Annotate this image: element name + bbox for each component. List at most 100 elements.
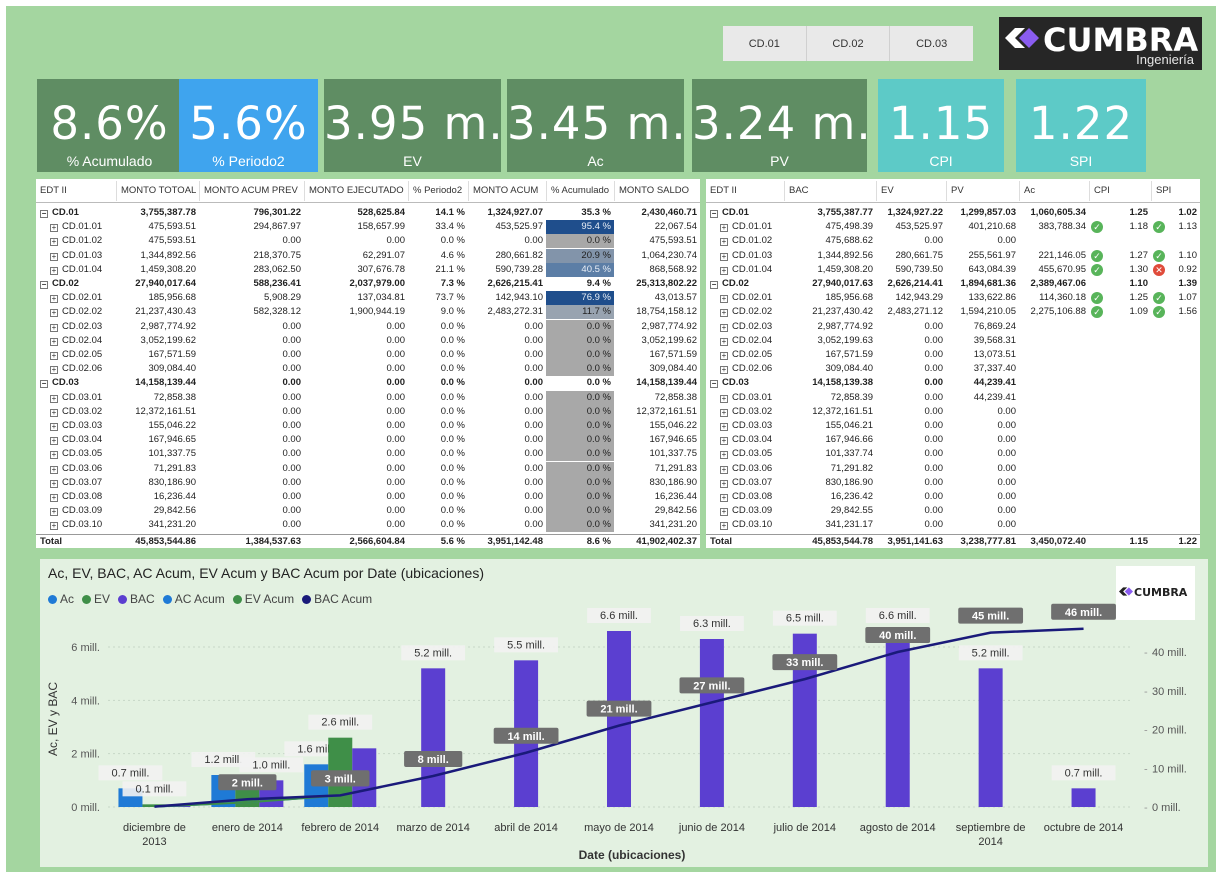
expand-icon[interactable]: + bbox=[720, 521, 728, 531]
expand-icon[interactable]: + bbox=[720, 407, 728, 417]
expand-icon[interactable]: + bbox=[50, 464, 58, 474]
cell-value: 40.5 % bbox=[581, 263, 611, 275]
expand-icon[interactable]: + bbox=[50, 308, 58, 318]
check-circle-icon: ✓ bbox=[1153, 292, 1165, 305]
expand-icon[interactable]: + bbox=[720, 265, 728, 275]
column-header[interactable]: % Periodo2 bbox=[408, 181, 468, 201]
column-header[interactable]: % Acumulado bbox=[546, 181, 614, 201]
expand-icon[interactable]: + bbox=[50, 365, 58, 375]
collapse-icon[interactable]: − bbox=[40, 209, 48, 218]
collapse-icon[interactable]: − bbox=[40, 379, 48, 389]
column-header[interactable]: EDT II bbox=[710, 185, 737, 196]
expand-icon[interactable]: + bbox=[50, 436, 58, 446]
expand-icon[interactable]: + bbox=[50, 521, 58, 531]
expand-icon[interactable]: + bbox=[720, 493, 728, 502]
table-cell: ✓ 1.18 bbox=[1089, 220, 1151, 234]
row-label: CD.02.06 bbox=[62, 363, 103, 375]
table-cell: 0.0 % bbox=[408, 462, 468, 476]
line-label-bg bbox=[493, 727, 559, 744]
column-header[interactable]: EV bbox=[876, 181, 946, 201]
legend-item[interactable]: AC Acum bbox=[162, 592, 225, 606]
table-cell: 14.1 % bbox=[408, 206, 468, 220]
expand-icon[interactable]: + bbox=[720, 450, 728, 460]
expand-icon[interactable]: + bbox=[50, 422, 58, 431]
kpi-card-spi: 1.22 SPI bbox=[1016, 79, 1146, 172]
legend-item[interactable]: EV Acum bbox=[232, 592, 294, 606]
expand-icon[interactable]: + bbox=[50, 393, 58, 403]
column-header[interactable]: MONTO ACUM PREV bbox=[199, 181, 304, 201]
expand-icon[interactable]: + bbox=[50, 493, 58, 502]
expand-icon[interactable]: + bbox=[720, 237, 728, 247]
expand-icon[interactable]: + bbox=[50, 407, 58, 417]
x-tick-label: marzo de 2014 bbox=[396, 822, 469, 834]
collapse-icon[interactable]: − bbox=[40, 280, 48, 289]
column-header[interactable]: BAC bbox=[784, 181, 876, 201]
column-header[interactable]: MONTO EJECUTADO bbox=[304, 181, 408, 201]
column-header[interactable]: PV bbox=[946, 181, 1019, 201]
table-cell: 0.0 % bbox=[408, 334, 468, 348]
table-cell: + CD.02.02 bbox=[36, 305, 116, 319]
column-header[interactable]: MONTO ACUM bbox=[468, 181, 546, 201]
expand-icon[interactable]: + bbox=[50, 507, 58, 517]
expand-icon[interactable]: + bbox=[720, 393, 728, 403]
expand-icon[interactable]: + bbox=[720, 336, 728, 346]
cell-value: 71,291.83 bbox=[654, 462, 697, 474]
expand-icon[interactable]: + bbox=[720, 507, 728, 517]
table-cell bbox=[1089, 348, 1151, 362]
expand-icon[interactable]: + bbox=[720, 294, 728, 304]
column-header[interactable]: EDT II bbox=[40, 185, 67, 196]
table-row: + CD.03.03 155,046.21 0.00 0.00 bbox=[706, 419, 1200, 433]
expand-icon[interactable]: + bbox=[50, 265, 58, 275]
cell-value: 2,430,460.71 bbox=[641, 207, 697, 218]
expand-icon[interactable]: + bbox=[720, 464, 728, 474]
expand-icon[interactable]: + bbox=[50, 251, 58, 261]
cell-value: 1,060,605.34 bbox=[1030, 207, 1086, 218]
expand-icon[interactable]: + bbox=[720, 422, 728, 431]
expand-icon[interactable]: + bbox=[720, 436, 728, 446]
expand-icon[interactable]: + bbox=[50, 478, 58, 488]
table-cell: 0.00 bbox=[468, 419, 546, 433]
table-cell: 0.00 bbox=[199, 419, 304, 433]
cell-value: 0.00 bbox=[924, 235, 944, 247]
expand-icon[interactable]: + bbox=[50, 237, 58, 247]
line-label-bg bbox=[218, 774, 277, 791]
column-header[interactable]: MONTO TOTOAL bbox=[116, 181, 199, 201]
expand-icon[interactable]: + bbox=[50, 336, 58, 346]
table-cell: 455,670.95 bbox=[1019, 263, 1089, 277]
legend-item[interactable]: EV bbox=[82, 592, 110, 606]
expand-icon[interactable]: + bbox=[50, 351, 58, 360]
cell-value: 95.4 % bbox=[581, 221, 611, 233]
expand-icon[interactable]: + bbox=[50, 450, 58, 460]
table-cell: 0.0 % bbox=[546, 319, 614, 334]
table-cell: 0.00 bbox=[304, 433, 408, 447]
table-cell: − CD.03 bbox=[706, 376, 784, 390]
slicer-button-cd02[interactable]: CD.02 bbox=[807, 26, 891, 61]
column-header[interactable]: MONTO SALDO bbox=[614, 181, 700, 201]
legend-item[interactable]: BAC Acum bbox=[302, 592, 372, 606]
expand-icon[interactable]: + bbox=[720, 478, 728, 488]
collapse-icon[interactable]: − bbox=[710, 280, 718, 289]
expand-icon[interactable]: + bbox=[50, 223, 58, 233]
expand-icon[interactable]: + bbox=[720, 223, 728, 233]
collapse-icon[interactable]: − bbox=[710, 379, 718, 389]
expand-icon[interactable]: + bbox=[720, 365, 728, 375]
expand-icon[interactable]: + bbox=[720, 322, 728, 332]
collapse-icon[interactable]: − bbox=[710, 209, 718, 218]
kpi-value: 1.22 bbox=[1028, 97, 1134, 150]
x-axis-title: Date (ubicaciones) bbox=[579, 848, 686, 862]
cell-value: 0.00 bbox=[386, 334, 406, 346]
legend-item[interactable]: BAC bbox=[118, 592, 155, 606]
slicer-button-cd01[interactable]: CD.01 bbox=[723, 26, 807, 61]
expand-icon[interactable]: + bbox=[720, 308, 728, 318]
table-cell bbox=[1151, 234, 1200, 248]
slicer-button-cd03[interactable]: CD.03 bbox=[916, 37, 948, 50]
expand-icon[interactable]: + bbox=[720, 251, 728, 261]
legend-item[interactable]: Ac bbox=[48, 592, 74, 606]
expand-icon[interactable]: + bbox=[50, 294, 58, 304]
column-header[interactable]: CPI bbox=[1089, 181, 1151, 201]
column-header[interactable]: Ac bbox=[1019, 181, 1089, 201]
table-cell: 401,210.68 bbox=[946, 220, 1019, 234]
expand-icon[interactable]: + bbox=[720, 351, 728, 360]
expand-icon[interactable]: + bbox=[50, 322, 58, 332]
column-header[interactable]: SPI bbox=[1151, 181, 1200, 201]
